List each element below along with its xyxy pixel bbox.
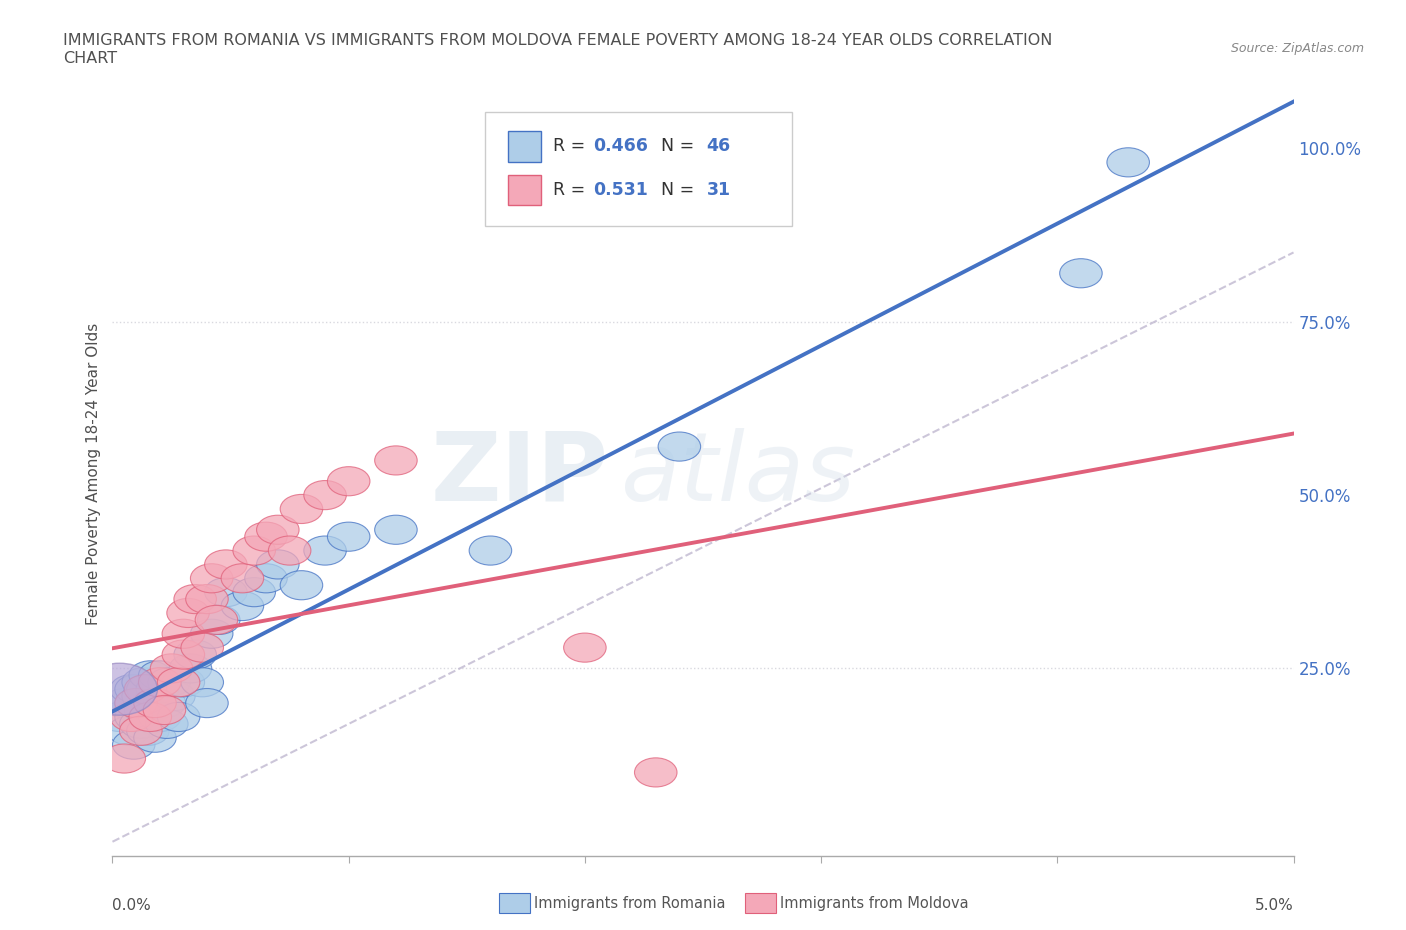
Ellipse shape <box>195 605 238 634</box>
Ellipse shape <box>256 550 299 579</box>
Ellipse shape <box>280 495 323 524</box>
Ellipse shape <box>233 536 276 565</box>
Text: Source: ZipAtlas.com: Source: ZipAtlas.com <box>1230 42 1364 55</box>
Ellipse shape <box>127 674 169 704</box>
Ellipse shape <box>328 467 370 496</box>
Ellipse shape <box>1107 148 1150 177</box>
Ellipse shape <box>129 661 172 690</box>
Ellipse shape <box>280 571 323 600</box>
Ellipse shape <box>115 702 157 732</box>
Ellipse shape <box>150 654 193 683</box>
Ellipse shape <box>221 591 264 620</box>
Ellipse shape <box>169 654 212 683</box>
Ellipse shape <box>124 674 167 704</box>
Ellipse shape <box>564 633 606 662</box>
Ellipse shape <box>205 578 247 606</box>
Ellipse shape <box>205 550 247 579</box>
Ellipse shape <box>190 564 233 592</box>
Ellipse shape <box>134 688 176 718</box>
Ellipse shape <box>82 663 157 715</box>
Text: R =: R = <box>553 138 591 155</box>
Ellipse shape <box>174 585 217 614</box>
Text: atlas: atlas <box>620 428 855 521</box>
Ellipse shape <box>186 688 228 718</box>
Ellipse shape <box>143 688 186 718</box>
Ellipse shape <box>1060 259 1102 287</box>
Ellipse shape <box>136 674 179 704</box>
Ellipse shape <box>115 688 157 718</box>
Ellipse shape <box>197 605 240 634</box>
Ellipse shape <box>162 668 205 697</box>
Ellipse shape <box>190 619 233 648</box>
Ellipse shape <box>269 536 311 565</box>
Ellipse shape <box>129 702 172 732</box>
Ellipse shape <box>148 668 190 697</box>
Ellipse shape <box>658 432 700 461</box>
Text: 0.466: 0.466 <box>593 138 648 155</box>
Ellipse shape <box>122 668 165 697</box>
FancyBboxPatch shape <box>508 131 541 162</box>
Ellipse shape <box>304 481 346 510</box>
Ellipse shape <box>138 702 181 732</box>
Ellipse shape <box>233 578 276 606</box>
Text: R =: R = <box>553 180 591 199</box>
Ellipse shape <box>120 716 162 745</box>
Ellipse shape <box>110 702 153 732</box>
Ellipse shape <box>131 688 174 718</box>
Ellipse shape <box>374 445 418 475</box>
Ellipse shape <box>470 536 512 565</box>
Ellipse shape <box>122 682 165 711</box>
Ellipse shape <box>115 674 157 704</box>
Text: 31: 31 <box>707 180 731 199</box>
Ellipse shape <box>162 619 205 648</box>
Ellipse shape <box>138 668 181 697</box>
Ellipse shape <box>98 702 141 732</box>
Ellipse shape <box>108 716 150 745</box>
Y-axis label: Female Poverty Among 18-24 Year Olds: Female Poverty Among 18-24 Year Olds <box>86 324 101 626</box>
Ellipse shape <box>103 744 146 773</box>
Text: Immigrants from Moldova: Immigrants from Moldova <box>780 897 969 911</box>
Ellipse shape <box>129 702 172 732</box>
Ellipse shape <box>146 710 188 738</box>
Ellipse shape <box>328 522 370 551</box>
Ellipse shape <box>127 716 169 745</box>
Ellipse shape <box>143 696 186 724</box>
Text: Immigrants from Romania: Immigrants from Romania <box>534 897 725 911</box>
Text: ZIP: ZIP <box>430 428 609 521</box>
Ellipse shape <box>138 661 181 690</box>
Text: IMMIGRANTS FROM ROMANIA VS IMMIGRANTS FROM MOLDOVA FEMALE POVERTY AMONG 18-24 YE: IMMIGRANTS FROM ROMANIA VS IMMIGRANTS FR… <box>63 33 1053 47</box>
Ellipse shape <box>115 688 157 718</box>
Ellipse shape <box>304 536 346 565</box>
Ellipse shape <box>374 515 418 544</box>
Ellipse shape <box>181 668 224 697</box>
Ellipse shape <box>634 758 678 787</box>
Text: N =: N = <box>650 180 700 199</box>
Ellipse shape <box>112 730 155 759</box>
Ellipse shape <box>221 564 264 592</box>
Ellipse shape <box>157 702 200 732</box>
Ellipse shape <box>153 682 195 711</box>
Text: 5.0%: 5.0% <box>1254 897 1294 912</box>
Text: 0.531: 0.531 <box>593 180 648 199</box>
Ellipse shape <box>103 688 146 718</box>
Ellipse shape <box>181 633 224 662</box>
Text: 0.0%: 0.0% <box>112 897 152 912</box>
Ellipse shape <box>186 585 228 614</box>
Ellipse shape <box>124 696 167 724</box>
FancyBboxPatch shape <box>508 175 541 206</box>
Text: N =: N = <box>650 138 700 155</box>
Text: 46: 46 <box>707 138 731 155</box>
Ellipse shape <box>162 640 205 669</box>
Ellipse shape <box>245 522 287 551</box>
Ellipse shape <box>120 710 162 738</box>
FancyBboxPatch shape <box>485 113 792 227</box>
Ellipse shape <box>110 674 153 704</box>
Ellipse shape <box>256 515 299 544</box>
Ellipse shape <box>157 668 200 697</box>
Ellipse shape <box>174 640 217 669</box>
Ellipse shape <box>245 564 287 592</box>
Ellipse shape <box>134 724 176 752</box>
Text: CHART: CHART <box>63 51 117 66</box>
Ellipse shape <box>167 598 209 628</box>
